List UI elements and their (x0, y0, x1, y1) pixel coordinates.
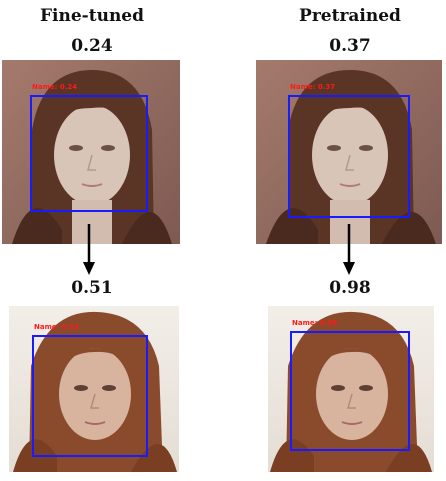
bottom-score-pretrained: 0.98 (329, 278, 371, 298)
bottom-score-finetuned: 0.51 (71, 278, 113, 298)
detection-label-bottom-finetuned: Name: 0.51 (34, 323, 80, 331)
down-arrow-pretrained (342, 224, 356, 276)
detection-box-bottom-finetuned (32, 335, 148, 457)
detection-box-top-finetuned (30, 95, 148, 212)
top-score-finetuned: 0.24 (71, 36, 113, 56)
detection-label-top-pretrained: Name: 0.37 (290, 83, 336, 91)
top-score-pretrained: 0.37 (329, 36, 371, 56)
face-photo-bottom-finetuned (9, 306, 179, 472)
face-photo-bottom-pretrained (268, 306, 434, 472)
down-arrow-finetuned (82, 224, 96, 276)
detection-label-bottom-pretrained: Name: 0.98 (292, 319, 338, 327)
face-photo-top-pretrained (256, 60, 442, 244)
column-title-finetuned: Fine-tuned (39, 6, 145, 26)
face-photo-top-finetuned (2, 60, 180, 244)
detection-box-bottom-pretrained (290, 331, 410, 451)
detection-box-top-pretrained (288, 95, 410, 218)
column-title-pretrained: Pretrained (299, 6, 401, 26)
detection-label-top-finetuned: Name: 0.24 (32, 83, 78, 91)
